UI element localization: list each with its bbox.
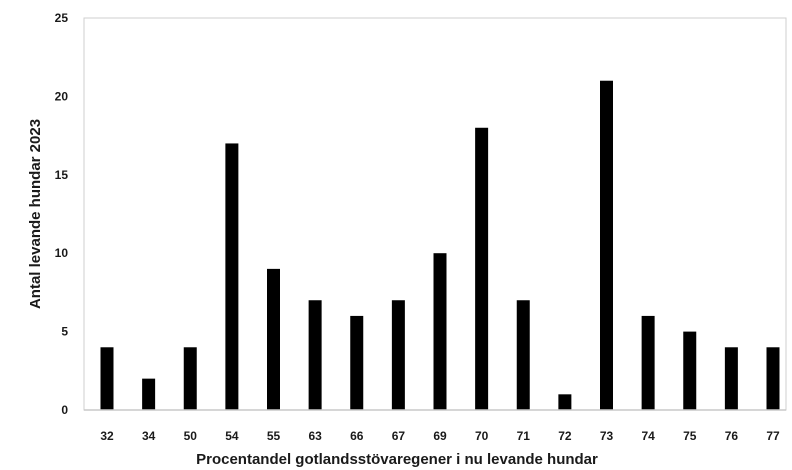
bar: [516, 300, 530, 410]
x-tick-label: 76: [725, 429, 739, 443]
bar: [433, 253, 447, 410]
y-tick-label: 25: [55, 11, 69, 25]
x-tick-label: 67: [392, 429, 406, 443]
y-tick-label: 0: [61, 403, 68, 417]
bar: [142, 378, 156, 410]
y-axis-ticks: 0 5 10 15 20 25: [55, 11, 69, 417]
x-tick-label: 70: [475, 429, 489, 443]
bar: [558, 394, 572, 410]
bar: [724, 347, 738, 410]
bar: [641, 315, 655, 410]
x-tick-label: 72: [558, 429, 572, 443]
y-tick-label: 10: [55, 246, 69, 260]
bar: [766, 347, 780, 410]
x-tick-label: 66: [350, 429, 364, 443]
bar: [391, 300, 405, 410]
x-axis-ticks: 32 34 50 54 55 63 66 67 69 70 71 72 73 74 75 76 77: [100, 429, 780, 443]
bar: [308, 300, 322, 410]
x-tick-label: 34: [142, 429, 156, 443]
x-axis-title: Procentandel gotlandsstövaregener i nu l…: [196, 451, 598, 468]
x-tick-label: 63: [308, 429, 322, 443]
x-tick-label: 55: [267, 429, 281, 443]
x-tick-label: 73: [600, 429, 614, 443]
bar: [350, 315, 364, 410]
x-tick-label: 75: [683, 429, 697, 443]
bar: [600, 80, 613, 410]
bar: [475, 127, 489, 410]
bar: [100, 347, 114, 410]
bar: [267, 268, 280, 410]
x-tick-label: 77: [766, 429, 780, 443]
x-tick-label: 32: [100, 429, 114, 443]
x-tick-label: 54: [225, 429, 239, 443]
x-tick-label: 71: [517, 429, 531, 443]
y-tick-label: 15: [55, 168, 69, 182]
x-tick-label: 74: [641, 429, 655, 443]
bars: [100, 80, 780, 410]
y-axis-title: Antal levande hundar 2023: [27, 119, 44, 309]
y-tick-label: 20: [55, 89, 69, 103]
bar: [225, 143, 239, 410]
bar: [683, 331, 697, 410]
bar: [183, 347, 197, 410]
y-tick-label: 5: [61, 325, 68, 339]
x-tick-label: 50: [184, 429, 198, 443]
x-tick-label: 69: [433, 429, 447, 443]
